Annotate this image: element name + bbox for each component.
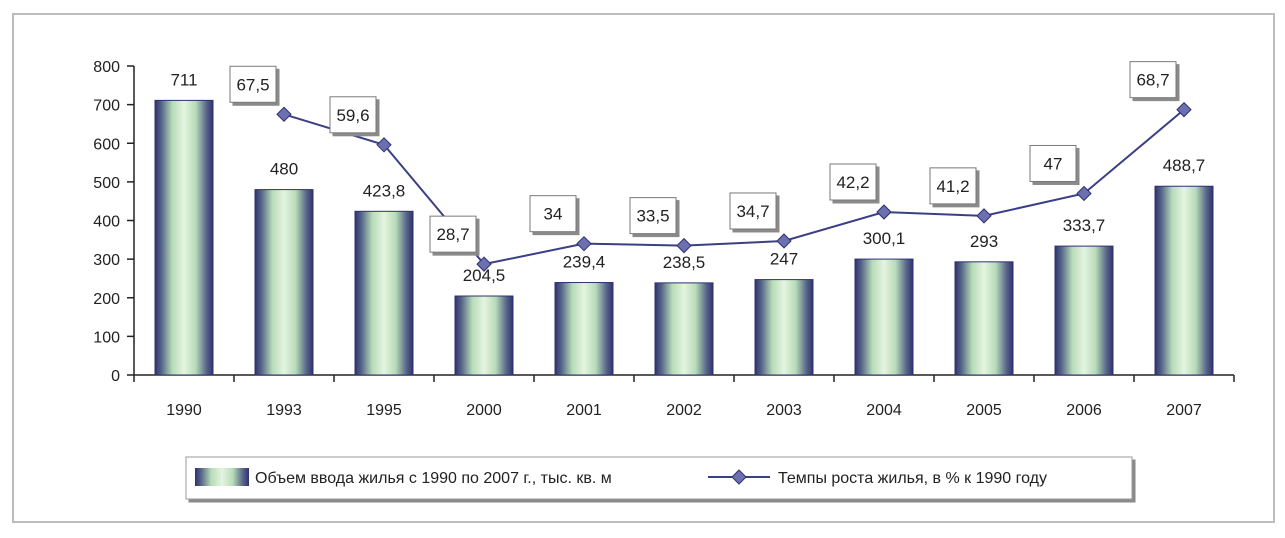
y-ticks: 0 100 200 300 400 500 600 700 800 bbox=[93, 59, 134, 385]
line-value-callout: 33,5 bbox=[629, 197, 677, 235]
line-value-label: 28,7 bbox=[436, 225, 469, 244]
line-value-box bbox=[1129, 61, 1177, 99]
legend-diamond-icon bbox=[731, 469, 747, 485]
bar-value-label: 423,8 bbox=[363, 181, 406, 200]
line-marker bbox=[1176, 101, 1192, 118]
line-marker bbox=[476, 256, 492, 272]
x-tick-label: 2001 bbox=[566, 402, 602, 419]
line-value-box bbox=[229, 65, 277, 103]
line-value-box bbox=[1029, 144, 1077, 182]
y-tick-label: 100 bbox=[93, 329, 120, 346]
bar-value-label: 300,1 bbox=[863, 229, 906, 248]
y-tick-label: 700 bbox=[93, 98, 120, 115]
bar-value-label: 239,4 bbox=[563, 253, 606, 272]
line-marker bbox=[376, 137, 392, 153]
line-series bbox=[276, 101, 1192, 272]
bar-value-label: 238,5 bbox=[663, 253, 706, 272]
line-value-callout: 42,2 bbox=[829, 163, 877, 201]
line-marker bbox=[676, 237, 692, 254]
legend: Объем ввода жилья с 1990 по 2007 г., тыс… bbox=[185, 456, 1133, 500]
x-tick-label: 2003 bbox=[766, 402, 802, 419]
bar-value-label: 247 bbox=[770, 250, 798, 269]
x-tick-label: 2000 bbox=[466, 402, 502, 419]
line-value-callout: 68,7 bbox=[1129, 61, 1177, 99]
bar bbox=[554, 282, 614, 376]
line-value-callout: 34 bbox=[529, 195, 577, 233]
line-value-label: 42,2 bbox=[836, 173, 869, 192]
line-value-label: 34,7 bbox=[736, 202, 769, 221]
legend-bar-label: Объем ввода жилья с 1990 по 2007 г., тыс… bbox=[255, 470, 612, 487]
bar-value-label: 333,7 bbox=[1063, 216, 1106, 235]
line-value-box bbox=[929, 167, 977, 205]
x-tick-label: 1993 bbox=[266, 402, 302, 419]
line-value-label: 33,5 bbox=[636, 207, 669, 226]
line-marker bbox=[1076, 185, 1092, 202]
line-marker bbox=[576, 235, 592, 252]
line-marker bbox=[776, 233, 792, 249]
line-value-box bbox=[829, 163, 877, 201]
bar-value-label: 293 bbox=[970, 232, 998, 251]
line-value-label: 47 bbox=[1044, 154, 1063, 173]
bar bbox=[754, 279, 814, 376]
line-value-callout: 41,2 bbox=[929, 167, 977, 205]
bar-value-label: 488,7 bbox=[1163, 156, 1206, 175]
line-value-box bbox=[329, 96, 377, 134]
line-value-label: 67,5 bbox=[236, 75, 269, 94]
line-value-box bbox=[529, 195, 577, 233]
x-tick-label: 1995 bbox=[366, 402, 402, 419]
bar bbox=[654, 282, 714, 376]
line-value-box bbox=[629, 197, 677, 235]
line-value-box bbox=[429, 215, 477, 253]
line-value-label: 59,6 bbox=[336, 106, 369, 125]
x-tick-label: 2006 bbox=[1066, 402, 1102, 419]
bar bbox=[954, 261, 1014, 376]
line-marker bbox=[276, 106, 292, 122]
bar bbox=[354, 210, 414, 376]
bar-value-label: 480 bbox=[270, 160, 298, 179]
line-value-label: 34 bbox=[544, 205, 563, 224]
legend-box bbox=[185, 456, 1133, 500]
x-tick-label: 2004 bbox=[866, 402, 902, 419]
x-tick-label: 1990 bbox=[166, 402, 202, 419]
line-labels: 67,5 59,6 28,7 34 33,5 34,7 42,2 41,2 47 68,7 bbox=[229, 61, 1177, 253]
bar bbox=[854, 258, 914, 376]
legend-line-label: Темпы роста жилья, в % к 1990 году bbox=[778, 470, 1047, 487]
x-tick-label: 2002 bbox=[666, 402, 702, 419]
bar bbox=[454, 295, 514, 376]
line-value-label: 68,7 bbox=[1136, 71, 1169, 90]
bar-value-label: 204,5 bbox=[463, 266, 506, 285]
x-tick-label: 2007 bbox=[1166, 402, 1202, 419]
line-path bbox=[283, 108, 1185, 266]
bar-series bbox=[154, 99, 1214, 376]
bar-value-label: 711 bbox=[170, 70, 197, 89]
y-tick-label: 800 bbox=[93, 59, 120, 76]
y-tick-label: 0 bbox=[111, 368, 120, 385]
line-value-callout: 28,7 bbox=[429, 215, 477, 253]
x-tick-label: 2005 bbox=[966, 402, 1002, 419]
line-marker bbox=[876, 204, 892, 220]
bar bbox=[154, 99, 214, 376]
y-tick-label: 600 bbox=[93, 136, 120, 153]
line-marker bbox=[976, 208, 992, 224]
y-tick-label: 300 bbox=[93, 252, 120, 269]
y-tick-label: 200 bbox=[93, 291, 120, 308]
legend-bar-swatch bbox=[195, 468, 249, 486]
line-value-callout: 59,6 bbox=[329, 96, 377, 134]
bar bbox=[1154, 185, 1214, 376]
bar bbox=[1054, 245, 1114, 376]
bar bbox=[254, 189, 314, 376]
line-value-callout: 67,5 bbox=[229, 65, 277, 103]
bar-labels: 711 480 423,8 204,5 239,4 238,5 247 300,1 293 333… bbox=[170, 70, 1205, 285]
line-value-label: 41,2 bbox=[936, 177, 969, 196]
line-value-callout: 34,7 bbox=[729, 192, 777, 230]
x-ticks: 1990 1993 1995 2000 2001 2002 2003 2004 2005 2006… bbox=[133, 375, 1235, 419]
y-tick-label: 500 bbox=[93, 175, 120, 192]
line-value-callout: 47 bbox=[1029, 144, 1077, 182]
y-tick-label: 400 bbox=[93, 214, 120, 231]
line-value-box bbox=[729, 192, 777, 230]
